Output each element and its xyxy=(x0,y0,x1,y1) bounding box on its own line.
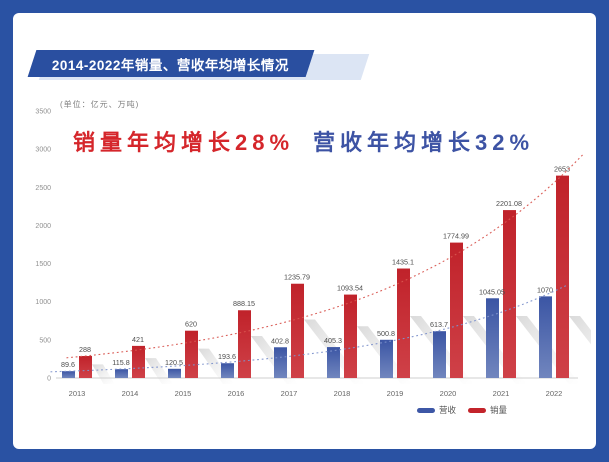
y-axis-tick-label-1500: 1500 xyxy=(35,261,51,268)
revenue-legend-label: 营收 xyxy=(439,405,457,415)
sales-value-label-2021: 2201.08 xyxy=(496,199,522,208)
y-axis-tick-label-0: 0 xyxy=(47,376,51,383)
revenue-value-label-2017: 402.8 xyxy=(271,336,289,345)
revenue-value-label-2015: 120.5 xyxy=(165,358,183,367)
revenue-bar-2019 xyxy=(380,339,393,378)
sales-value-label-2018: 1093.54 xyxy=(337,284,363,293)
x-axis-label-2016: 2016 xyxy=(228,389,245,398)
revenue-bar-2014 xyxy=(115,369,128,378)
legend-item-sales: 销量 xyxy=(468,404,507,416)
revenue-bar-2013 xyxy=(62,371,75,378)
growth-chart: 0 500 1000 1500 2000 2500 3000 3500 89.6 288 2013 1… xyxy=(31,103,609,423)
x-axis-label-2020: 2020 xyxy=(440,389,457,398)
revenue-trend-line xyxy=(50,284,568,373)
title-banner: 2014-2022年销量、营收年均增长情况 xyxy=(27,50,315,77)
unit-label: (单位：亿元、万吨) xyxy=(60,100,140,109)
sales-trend-line xyxy=(66,153,584,359)
sales-bar-2021 xyxy=(503,210,516,378)
revenue-bar-2021 xyxy=(486,298,499,378)
x-axis-label-2019: 2019 xyxy=(387,389,404,398)
sales-bar-2020 xyxy=(450,242,463,378)
revenue-growth-headline: 营收年均增长32% xyxy=(313,130,535,155)
revenue-bar-2018 xyxy=(327,347,340,378)
sales-value-label-2020: 1774.99 xyxy=(443,232,469,241)
sales-value-label-2016: 888.15 xyxy=(233,299,255,308)
y-axis-tick-label-500: 500 xyxy=(39,337,51,344)
content-card: 2014-2022年销量、营收年均增长情况 (单位：亿元、万吨) 销量年均增长2… xyxy=(13,13,609,449)
revenue-bar-2017 xyxy=(274,347,287,378)
sales-value-label-2015: 620 xyxy=(185,320,197,329)
revenue-value-label-2022: 1070 xyxy=(537,285,553,294)
sales-legend-label: 销量 xyxy=(490,405,508,415)
growth-chart-svg: 0 500 1000 1500 2000 2500 3000 3500 89.6 288 2013 1… xyxy=(35,109,609,398)
sales-value-label-2013: 288 xyxy=(79,345,91,354)
revenue-value-label-2019: 500.8 xyxy=(377,329,395,338)
sales-bar-2018 xyxy=(344,294,357,378)
bar-shadow-2013 xyxy=(92,364,115,384)
x-axis-label-2013: 2013 xyxy=(69,389,86,398)
x-axis-label-2021: 2021 xyxy=(493,389,510,398)
y-axis-tick-label-2500: 2500 xyxy=(35,185,51,192)
revenue-value-label-2013: 89.6 xyxy=(61,360,75,369)
sales-bar-2014 xyxy=(132,345,145,378)
page-title: 2014-2022年销量、营收年均增长情况 xyxy=(52,57,290,73)
sales-bar-2022 xyxy=(556,175,569,378)
sales-value-label-2017: 1235.79 xyxy=(284,273,310,282)
x-axis-label-2015: 2015 xyxy=(175,389,192,398)
revenue-bar-2020 xyxy=(433,331,446,378)
x-axis-label-2014: 2014 xyxy=(122,389,139,398)
sales-value-label-2019: 1435.1 xyxy=(392,258,414,267)
legend-item-revenue: 营收 xyxy=(417,404,456,416)
sales-value-label-2014: 421 xyxy=(132,335,144,344)
sales-bar-2015 xyxy=(185,330,198,378)
revenue-value-label-2014: 115.8 xyxy=(112,358,129,367)
sales-bar-2019 xyxy=(397,268,410,378)
revenue-bar-2015 xyxy=(168,368,181,378)
y-axis-tick-label-3500: 3500 xyxy=(35,109,51,116)
y-axis-tick-label-1000: 1000 xyxy=(35,299,51,306)
y-axis-tick-label-3000: 3000 xyxy=(35,147,51,154)
revenue-bar-2022 xyxy=(539,296,552,378)
revenue-value-label-2021: 1045.05 xyxy=(479,287,505,296)
sales-growth-headline: 销量年均增长28% xyxy=(73,130,295,155)
bar-shadow-2022 xyxy=(569,316,609,368)
y-axis-tick-label-2000: 2000 xyxy=(35,223,51,230)
x-axis-label-2018: 2018 xyxy=(334,389,351,398)
revenue-value-label-2018: 405.3 xyxy=(324,336,342,345)
revenue-value-label-2020: 613.7 xyxy=(430,320,448,329)
revenue-legend-swatch xyxy=(417,407,435,413)
x-axis-label-2022: 2022 xyxy=(546,389,563,398)
sales-value-label-2022: 2653 xyxy=(554,165,570,174)
revenue-value-label-2016: 193.6 xyxy=(218,352,236,361)
x-axis-label-2017: 2017 xyxy=(281,389,298,398)
sales-legend-swatch xyxy=(468,407,487,413)
chart-legend: 营收 销量 xyxy=(417,404,507,416)
sales-bar-2013 xyxy=(79,356,92,378)
sales-bar-2017 xyxy=(291,283,304,378)
sales-bar-2016 xyxy=(238,310,251,378)
revenue-bar-2016 xyxy=(221,363,234,378)
